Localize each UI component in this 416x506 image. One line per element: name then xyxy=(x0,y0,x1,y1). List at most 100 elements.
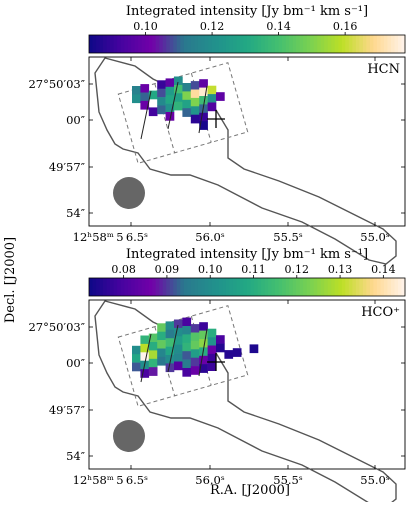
colorbar-segment xyxy=(103,278,108,296)
colorbar-segment xyxy=(268,35,273,53)
heatmap-pixel xyxy=(165,112,175,121)
field-of-view-box xyxy=(117,305,249,407)
colorbar-segment xyxy=(341,35,346,53)
heatmap-pixel xyxy=(199,79,208,88)
heatmap-pixel xyxy=(165,329,175,339)
colorbar-segment xyxy=(352,278,357,296)
heatmap-pixel xyxy=(182,359,192,369)
colorbar-segment xyxy=(96,35,101,53)
heatmap-pixel xyxy=(190,97,200,107)
colorbar-segment xyxy=(148,35,153,53)
heatmap-pixel xyxy=(182,83,192,92)
colorbar-segment xyxy=(324,278,329,296)
colorbar-segment xyxy=(257,35,262,53)
heatmap-pixel xyxy=(165,338,175,347)
colorbar-segment xyxy=(141,278,146,296)
colorbar-segment xyxy=(99,278,104,296)
colorbar-segment xyxy=(110,35,115,53)
colorbar-segment xyxy=(215,278,220,296)
colorbar-segment xyxy=(187,278,192,296)
y-tick-label: 54″ xyxy=(66,449,86,463)
colorbar-segment xyxy=(345,278,350,296)
heatmap-pixel xyxy=(190,324,200,333)
heatmap-pixel xyxy=(199,364,208,373)
colorbar-segment xyxy=(92,35,97,53)
heatmap-pixel xyxy=(132,94,141,104)
heatmap-pixel xyxy=(182,108,192,117)
colorbar-tick-label: 0.12 xyxy=(200,20,225,33)
colorbar-segment xyxy=(169,35,174,53)
heatmap-pixel xyxy=(148,107,158,117)
colorbar-segment xyxy=(236,35,241,53)
colorbar-segment xyxy=(390,278,396,296)
heatmap-pixel xyxy=(190,332,200,342)
colorbar-segment xyxy=(138,35,143,53)
heatmap-pixel xyxy=(140,352,150,361)
heatmap-pixel xyxy=(157,356,166,366)
colorbar-tick-label: 0.12 xyxy=(285,263,310,276)
heatmap-pixel xyxy=(190,340,200,350)
colorbar-tick-label: 0.09 xyxy=(155,263,180,276)
colorbar-segment xyxy=(127,35,132,53)
heatmap-pixel xyxy=(165,355,175,364)
colorbar-tick-label: 0.16 xyxy=(333,20,358,33)
heatmap-pixel xyxy=(174,327,183,337)
colorbar-segment xyxy=(96,278,101,296)
heatmap-pixel xyxy=(148,90,158,100)
beam-ellipse xyxy=(113,420,145,452)
heatmap-pixel xyxy=(157,340,166,349)
colorbar-segment xyxy=(257,278,262,296)
colorbar-segment xyxy=(145,35,150,53)
colorbar-segment xyxy=(124,278,129,296)
colorbar-tick-label: 0.13 xyxy=(328,263,353,276)
heatmap-pixel xyxy=(199,112,208,122)
colorbar-segment xyxy=(254,35,259,53)
heatmap-pixel xyxy=(216,92,225,101)
y-tick-label: 00″ xyxy=(66,356,86,370)
colorbar-segment xyxy=(173,278,178,296)
colorbar-segment xyxy=(113,35,118,53)
heatmap-pixel xyxy=(207,102,217,112)
colorbar-segment xyxy=(268,278,273,296)
colorbar-segment xyxy=(211,278,216,296)
colorbar-segment xyxy=(362,278,367,296)
y-tick-label: 49′57″ xyxy=(49,403,86,417)
heatmap-pixel xyxy=(207,337,217,346)
colorbar-segment xyxy=(204,35,209,53)
heatmap-pixel xyxy=(199,330,208,340)
colorbar-segment xyxy=(310,35,315,53)
colorbar-segment xyxy=(152,278,157,296)
colorbar-segment xyxy=(271,278,276,296)
colorbar-segment xyxy=(317,35,322,53)
heatmap-pixel xyxy=(140,343,150,353)
heatmap-pixel xyxy=(190,366,200,375)
colorbar-segment xyxy=(296,35,301,53)
colorbar-segment xyxy=(243,278,248,296)
heatmap-pixel xyxy=(199,121,208,130)
colorbar-segment xyxy=(113,278,118,296)
heatmap-pixel xyxy=(190,81,200,90)
heatmap-pixel xyxy=(182,351,192,360)
colorbar-segment xyxy=(194,278,199,296)
x-axis-label: R.A. [J2000] xyxy=(210,483,290,498)
colorbar-segment xyxy=(387,278,392,296)
heatmap-pixel xyxy=(182,91,192,101)
colorbar-segment xyxy=(306,35,311,53)
colorbar-segment xyxy=(338,35,343,53)
colorbar-segment xyxy=(359,278,364,296)
colorbar-segment xyxy=(176,35,181,53)
colorbar-segment xyxy=(229,278,234,296)
heatmap-pixel xyxy=(199,339,208,348)
colorbar-segment xyxy=(106,35,111,53)
colorbar-segment xyxy=(243,35,248,53)
colorbar-segment xyxy=(313,278,318,296)
heatmap-pixel xyxy=(190,357,200,367)
heatmap-pixel xyxy=(207,362,217,371)
colorbar-segment xyxy=(303,35,308,53)
colorbar-segment xyxy=(159,35,164,53)
colorbar-segment xyxy=(120,35,125,53)
heatmap-pixel xyxy=(182,368,192,377)
heatmap-pixel xyxy=(165,363,175,373)
colorbar-segment xyxy=(103,35,108,53)
heatmap-pixel xyxy=(140,335,150,345)
